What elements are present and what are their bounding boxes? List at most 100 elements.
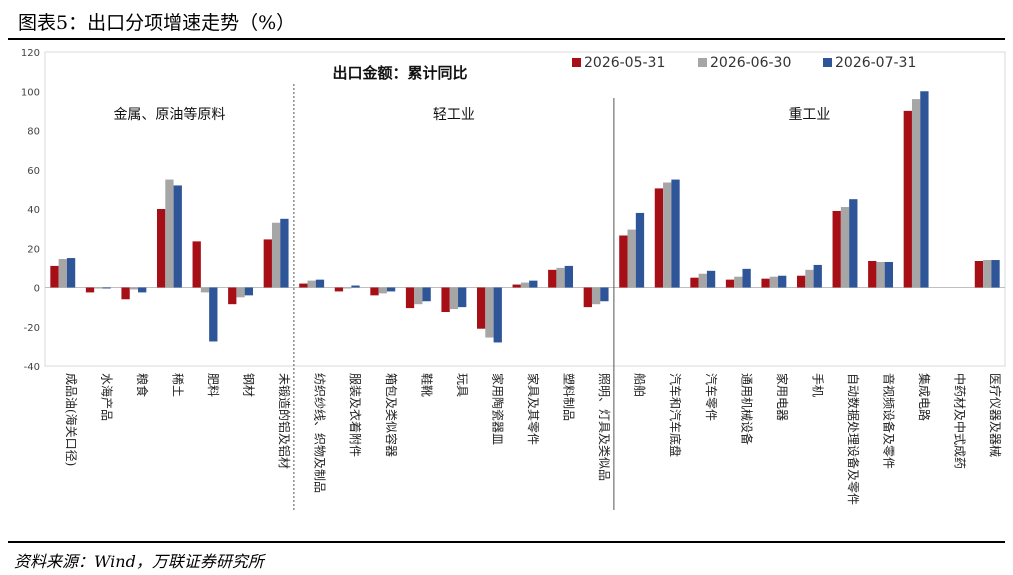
bar [173, 185, 182, 288]
bar [228, 287, 237, 305]
bar [200, 287, 210, 293]
category-label: 未锻造的铝及铝材 [277, 373, 292, 469]
category-label: 手机 [810, 373, 824, 397]
y-tick-label: 100 [21, 87, 40, 98]
bar [983, 260, 992, 288]
category-label: 玩具 [455, 373, 469, 397]
category-label: 钢材 [242, 373, 256, 397]
bar [94, 287, 103, 289]
bar [698, 273, 707, 288]
bar [556, 267, 565, 288]
category-label: 家用电器 [775, 373, 790, 421]
category-label: 纺织纱线、织物及制品 [313, 373, 327, 493]
bar [386, 287, 396, 292]
bar [734, 276, 743, 288]
bar [663, 182, 672, 288]
category-label: 船舶 [633, 373, 648, 397]
bar [742, 268, 751, 288]
bar [769, 276, 779, 288]
y-tick-label: -20 [24, 323, 40, 334]
bar [422, 287, 431, 302]
category-label: 成品油(海关口径) [64, 373, 79, 466]
category-label: 照明、灯具及类似品 [597, 373, 611, 481]
bar [405, 287, 415, 309]
legend-label: 2026-06-30 [710, 55, 791, 71]
bar [58, 259, 67, 288]
bar [50, 265, 59, 288]
category-label: 中药材及中式成药 [953, 373, 968, 469]
bar [441, 287, 450, 313]
legend-swatch [823, 58, 832, 67]
footer-rule [8, 541, 1005, 543]
bar [209, 287, 218, 342]
category-label: 音视频设备及零件 [882, 373, 897, 469]
category-label: 稀土 [170, 373, 184, 397]
bar [370, 287, 379, 296]
bar [903, 110, 912, 288]
bar [129, 287, 139, 290]
bar [991, 260, 1000, 288]
y-tick-label: 80 [27, 127, 40, 138]
category-label: 集成电路 [917, 373, 932, 421]
bar [911, 99, 921, 288]
bar [165, 179, 174, 288]
bar [512, 284, 521, 288]
bar [263, 239, 272, 288]
chart-figure-title: 图表5：出口分项增速走势（%） [18, 12, 296, 34]
bar [591, 287, 601, 305]
bar [85, 287, 95, 293]
group-label: 重工业 [788, 107, 830, 123]
plot-frame [44, 51, 1006, 367]
y-tick-label: 20 [27, 244, 40, 255]
bar [706, 270, 716, 288]
bar [627, 229, 636, 288]
bar [876, 261, 885, 288]
y-tick-label: -40 [24, 362, 40, 373]
bar [813, 264, 822, 288]
bar [548, 269, 557, 288]
category-label: 水海产品 [99, 373, 114, 421]
bar [476, 287, 486, 329]
bar [884, 261, 894, 288]
bar [280, 218, 289, 288]
y-tick-label: 40 [27, 205, 40, 216]
bar [564, 265, 574, 288]
bar [121, 287, 130, 300]
bar [778, 275, 787, 288]
bar [458, 287, 467, 308]
category-label: 服装及衣着附件 [348, 373, 363, 457]
bar [974, 261, 984, 288]
bar [635, 212, 645, 288]
bar [156, 209, 166, 288]
bar [796, 275, 806, 288]
group-label: 金属、原油等原料 [113, 106, 225, 123]
bar [351, 285, 360, 288]
bar [66, 258, 76, 288]
bar [868, 261, 877, 288]
bar [671, 179, 680, 288]
bar [690, 277, 699, 288]
y-tick-label: 120 [21, 48, 40, 59]
bar [805, 269, 814, 288]
bar [832, 210, 841, 288]
bar [920, 91, 929, 288]
bar [299, 283, 308, 288]
category-label: 自动数据处理设备及零件 [846, 373, 861, 505]
bar [583, 287, 592, 308]
bar [414, 287, 423, 305]
title-bar: 图表5：出口分项增速走势（%） [8, 2, 1005, 40]
bar [334, 287, 344, 292]
y-tick-label: 0 [34, 284, 40, 295]
bar [378, 287, 387, 294]
bar [192, 241, 201, 288]
category-label: 汽车零件 [704, 373, 719, 421]
bar [849, 199, 858, 288]
bar [315, 279, 325, 288]
bar [236, 287, 245, 298]
bar [102, 287, 111, 289]
category-label: 箱包及类似容器 [384, 373, 399, 457]
bar [307, 280, 316, 288]
bar [654, 188, 664, 288]
legend-swatch [698, 58, 707, 67]
